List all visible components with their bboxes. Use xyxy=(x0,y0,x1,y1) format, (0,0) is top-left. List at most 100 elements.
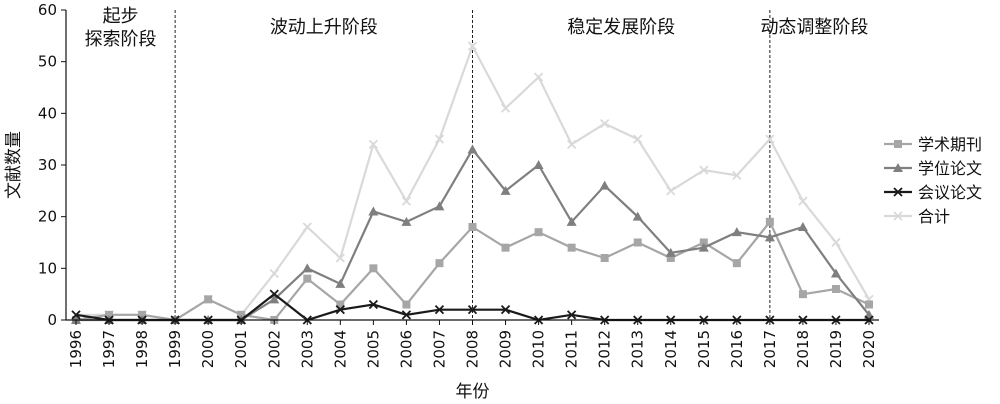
x-tick-label: 2002 xyxy=(265,330,283,368)
data-point-3-9 xyxy=(368,139,379,149)
axes-layer xyxy=(61,9,879,325)
legend-item-2: 会议论文 xyxy=(884,183,982,202)
data-point-2-9 xyxy=(368,299,379,310)
y-tick-label: 20 xyxy=(38,208,57,226)
data-point-0-22 xyxy=(798,290,807,299)
data-point-1-22 xyxy=(797,222,808,231)
data-point-0-7 xyxy=(303,274,312,283)
x-tick-label: 1998 xyxy=(133,330,151,368)
legend-label-1: 学位论文 xyxy=(918,159,982,178)
phase-divider-lines xyxy=(174,10,771,320)
phase-label-1-0: 波动上升阶段 xyxy=(270,17,378,38)
data-point-0-19 xyxy=(699,238,708,247)
x-tick-label: 2001 xyxy=(232,330,250,368)
x-tick-label: 2018 xyxy=(794,330,812,368)
x-tick-label: 2006 xyxy=(397,330,415,368)
data-point-0-10 xyxy=(402,300,411,309)
data-point-3-22 xyxy=(798,196,808,206)
data-point-1-19 xyxy=(698,242,709,252)
data-point-2-8 xyxy=(335,305,345,315)
data-point-1-13 xyxy=(500,185,511,195)
data-point-3-13 xyxy=(500,103,511,113)
data-point-0-4 xyxy=(204,295,213,304)
legend-label-0: 学术期刊 xyxy=(918,135,982,154)
data-point-0-5 xyxy=(237,310,246,319)
data-point-1-6 xyxy=(269,294,280,304)
data-point-3-16 xyxy=(600,119,610,129)
x-tick-label: 2012 xyxy=(596,330,614,368)
y-axis-title: 文献数量 xyxy=(4,131,24,199)
legend-label-3: 合计 xyxy=(918,207,950,226)
legend-label-2: 会议论文 xyxy=(918,183,982,202)
x-tick-label: 1997 xyxy=(100,330,118,368)
data-point-1-7 xyxy=(302,263,313,273)
y-tick-label: 30 xyxy=(38,156,57,174)
data-point-3-14 xyxy=(533,72,544,82)
data-point-1-12 xyxy=(467,144,478,154)
legend-marker-3 xyxy=(893,211,903,221)
x-tick-label: 2013 xyxy=(629,330,647,368)
data-point-0-14 xyxy=(534,228,543,237)
data-point-0-18 xyxy=(666,254,675,262)
y-tick-label: 60 xyxy=(38,1,57,19)
y-tick-label: 40 xyxy=(38,104,57,122)
data-point-3-10 xyxy=(401,196,412,206)
data-point-0-17 xyxy=(633,238,642,247)
y-tick-label: 0 xyxy=(47,311,57,329)
data-point-1-16 xyxy=(599,180,610,190)
phase-label-0-0: 起步 xyxy=(103,6,139,27)
x-tick-label: 2007 xyxy=(430,330,448,368)
data-point-1-8 xyxy=(335,278,346,288)
data-point-1-17 xyxy=(632,211,643,221)
data-point-0-11 xyxy=(435,259,444,268)
x-tick-label: 1996 xyxy=(67,330,85,368)
x-axis-title: 年份 xyxy=(456,382,490,402)
x-tick-label: 1999 xyxy=(166,330,184,368)
legend-item-1: 学位论文 xyxy=(884,159,982,178)
data-point-0-23 xyxy=(831,285,840,293)
data-point-3-7 xyxy=(302,222,312,232)
data-point-0-15 xyxy=(567,243,576,252)
data-point-1-15 xyxy=(566,216,577,226)
data-point-3-15 xyxy=(566,139,577,149)
data-point-3-12 xyxy=(467,41,478,51)
data-point-0-24 xyxy=(865,300,873,309)
data-point-0-21 xyxy=(765,217,774,226)
legend-item-0: 学术期刊 xyxy=(884,135,982,154)
data-point-3-20 xyxy=(732,170,742,180)
data-point-0-12 xyxy=(468,223,477,231)
data-point-2-0 xyxy=(71,310,81,320)
data-point-2-10 xyxy=(401,310,412,320)
legend-marker-0 xyxy=(894,140,902,148)
y-tick-label: 10 xyxy=(38,259,57,277)
data-point-2-15 xyxy=(566,310,577,320)
phase-label-2-0: 稳定发展阶段 xyxy=(567,17,675,38)
x-tick-label: 2003 xyxy=(298,330,316,368)
data-point-1-18 xyxy=(665,247,676,257)
data-point-3-23 xyxy=(831,237,841,248)
x-tick-label: 2015 xyxy=(695,330,713,368)
legend-marker-1 xyxy=(893,163,903,172)
x-tick-label: 2009 xyxy=(497,330,515,368)
data-point-1-21 xyxy=(764,232,775,242)
x-tick-label: 2000 xyxy=(199,330,217,368)
data-point-1-20 xyxy=(731,227,742,237)
data-point-0-9 xyxy=(369,264,378,273)
data-point-1-11 xyxy=(434,201,445,211)
x-tick-label: 2011 xyxy=(563,330,581,368)
y-tick-label: 50 xyxy=(38,53,57,71)
data-point-1-10 xyxy=(401,216,412,226)
data-point-2-12 xyxy=(467,305,478,315)
data-point-0-2 xyxy=(138,310,147,319)
legend-marker-2 xyxy=(893,187,903,197)
data-point-0-8 xyxy=(336,300,345,309)
phase-label-0-1: 探索阶段 xyxy=(85,29,157,50)
data-point-3-8 xyxy=(335,253,345,263)
x-tick-label: 2005 xyxy=(364,330,382,368)
data-point-3-17 xyxy=(633,134,643,144)
data-point-2-13 xyxy=(500,305,511,315)
data-point-3-19 xyxy=(699,165,709,175)
data-point-2-6 xyxy=(269,289,279,299)
data-point-0-16 xyxy=(600,254,609,262)
